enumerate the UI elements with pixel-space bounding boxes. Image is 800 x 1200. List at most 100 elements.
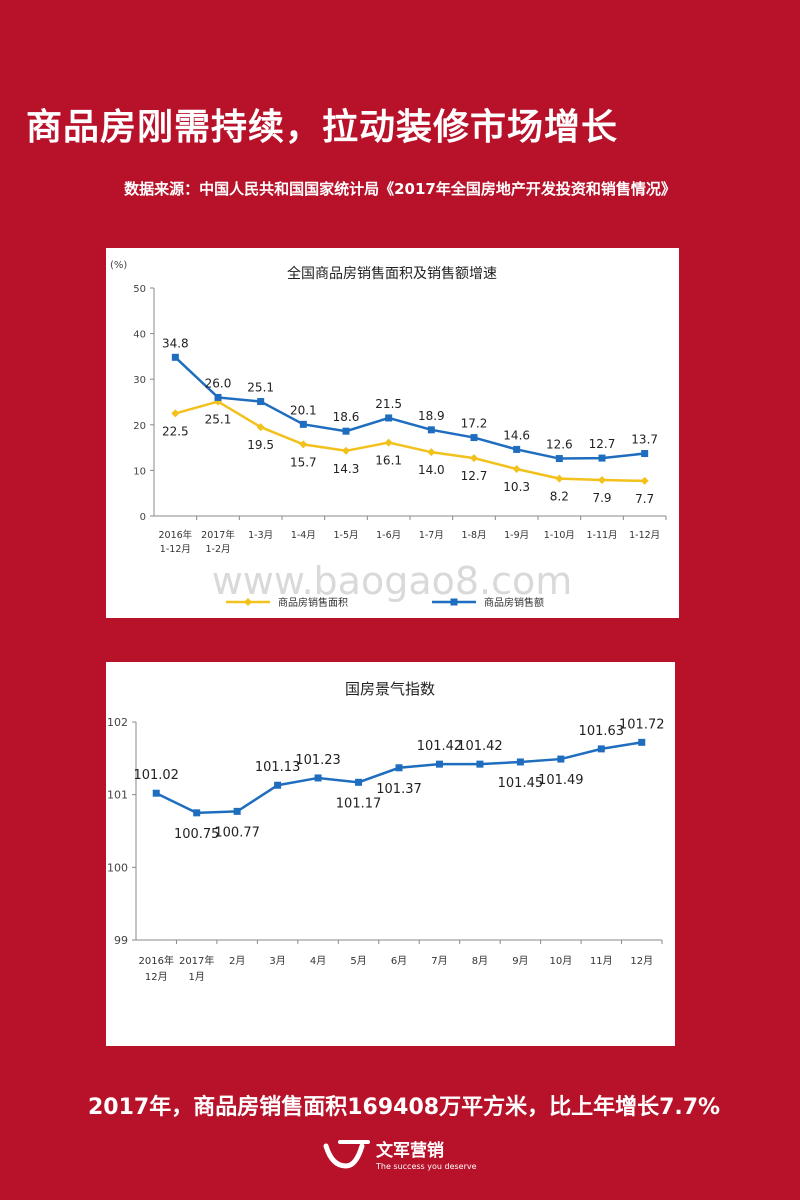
x-tick-label: 1-6月 <box>376 530 401 541</box>
data-label: 25.1 <box>205 413 232 427</box>
data-point <box>299 420 307 428</box>
x-tick-label: 2017年 <box>201 529 235 541</box>
data-label: 101.45 <box>498 776 544 791</box>
x-tick-label: 4月 <box>310 955 326 967</box>
x-tick-label: 12月 <box>630 955 653 967</box>
x-tick-label: 1-10月 <box>544 530 575 541</box>
y-unit-label: (%) <box>110 260 127 271</box>
data-point <box>385 414 393 422</box>
legend-label: 商品房销售面积 <box>278 596 348 609</box>
data-label: 100.77 <box>214 825 260 840</box>
data-point <box>557 755 565 763</box>
logo-name: 文军营销 <box>376 1140 444 1161</box>
x-tick-label: 1-8月 <box>461 530 486 541</box>
data-point <box>640 476 649 485</box>
x-tick-label: 3月 <box>269 955 285 967</box>
data-point <box>299 440 308 449</box>
data-point <box>638 738 646 746</box>
data-point <box>476 760 484 768</box>
data-label: 12.7 <box>461 469 488 483</box>
data-point <box>274 781 282 789</box>
data-point <box>427 426 435 434</box>
data-point <box>427 448 436 457</box>
data-label: 22.5 <box>162 424 189 438</box>
watermark: www.baogao8.com <box>212 559 573 603</box>
data-label: 13.7 <box>631 433 658 447</box>
y-tick-label: 102 <box>107 716 128 729</box>
x-tick-label: 5月 <box>350 955 366 967</box>
x-tick-label: 2月 <box>229 955 245 967</box>
data-point <box>435 760 443 768</box>
x-tick-label: 9月 <box>512 955 528 967</box>
data-point <box>342 427 350 435</box>
x-tick-label: 1-12月 <box>160 544 191 555</box>
x-tick-label: 6月 <box>391 955 407 967</box>
data-label: 101.13 <box>255 760 301 775</box>
data-label: 101.72 <box>619 717 665 732</box>
data-label: 101.17 <box>336 796 382 811</box>
climate-index-chart: 国房景气指数 99 100 101 102 2016年 12月 2017年 1月 2月 3月 4月 5月… <box>107 680 665 983</box>
x-tick-label: 12月 <box>145 971 168 983</box>
data-label: 21.5 <box>375 397 402 411</box>
data-label: 25.1 <box>247 381 274 395</box>
data-label: 101.23 <box>295 753 341 768</box>
y-tick-label: 50 <box>133 284 146 295</box>
data-label: 12.7 <box>589 437 616 451</box>
data-point <box>395 764 403 772</box>
data-label: 10.3 <box>503 480 530 494</box>
x-tick-label: 7月 <box>431 955 447 967</box>
data-point <box>555 474 564 483</box>
x-tick-label: 1-2月 <box>205 544 230 555</box>
data-point <box>555 455 563 463</box>
x-tick-label: 2016年 <box>158 529 192 541</box>
data-point <box>257 398 265 406</box>
chart-title: 全国商品房销售面积及销售额增速 <box>287 265 497 282</box>
data-point <box>470 454 478 463</box>
series-line-2 <box>174 356 645 460</box>
sales-growth-chart: 全国商品房销售面积及销售额增速 (%) 0 10 20 30 40 50 2016年 1-12月 2… <box>110 260 667 609</box>
x-tick-label: 1-7月 <box>419 530 444 541</box>
x-tick-label: 1-3月 <box>248 530 273 541</box>
climate-index-chart-panel: 国房景气指数 99 100 101 102 2016年 12月 2017年 1月 2月 3月 4月 5月… <box>106 662 675 1046</box>
x-tick-label: 8月 <box>472 955 488 967</box>
data-label: 7.9 <box>592 491 611 505</box>
data-label: 101.42 <box>417 739 463 754</box>
data-label: 19.5 <box>247 438 274 452</box>
data-point <box>512 465 521 474</box>
data-point <box>598 454 606 462</box>
data-label: 18.6 <box>333 410 360 424</box>
data-label: 34.8 <box>162 336 189 350</box>
data-label: 100.75 <box>174 827 220 842</box>
data-label: 14.6 <box>503 428 530 442</box>
logo-mark-icon: 文军营销 The success you deserve <box>323 1140 477 1171</box>
page-title: 商品房刚需持续，拉动装修市场增长 <box>26 107 619 148</box>
data-label: 16.1 <box>375 454 402 468</box>
logo-slogan: The success you deserve <box>375 1162 477 1171</box>
data-label: 101.02 <box>133 768 179 783</box>
y-tick-label: 20 <box>133 421 146 432</box>
chart-title: 国房景气指数 <box>345 680 435 698</box>
data-label: 8.2 <box>550 490 569 504</box>
x-tick-label: 10月 <box>549 955 572 967</box>
data-point <box>598 475 606 484</box>
legend-label: 商品房销售额 <box>484 596 544 609</box>
y-tick-label: 100 <box>107 861 128 874</box>
data-point <box>256 423 265 432</box>
data-label: 101.37 <box>376 782 422 797</box>
data-label: 20.1 <box>290 403 317 417</box>
x-tick-label: 1-9月 <box>504 530 529 541</box>
data-point <box>513 445 521 453</box>
data-point <box>470 434 478 442</box>
data-point <box>193 809 201 817</box>
y-tick-label: 40 <box>133 330 146 341</box>
sales-growth-chart-panel: 全国商品房销售面积及销售额增速 (%) 0 10 20 30 40 50 2016年 1-12月 2… <box>106 248 679 618</box>
data-point <box>152 789 160 797</box>
x-tick-label: 1-4月 <box>291 530 316 541</box>
data-source: 数据来源：中国人民共和国国家统计局《2017年全国房地产开发投资和销售情况》 <box>124 180 676 198</box>
data-point <box>597 745 605 753</box>
data-point <box>355 778 363 786</box>
data-point <box>214 393 222 401</box>
brand-logo: 文军营销 The success you deserve <box>322 1136 482 1176</box>
data-label: 12.6 <box>546 438 573 452</box>
data-label: 101.42 <box>457 739 503 754</box>
